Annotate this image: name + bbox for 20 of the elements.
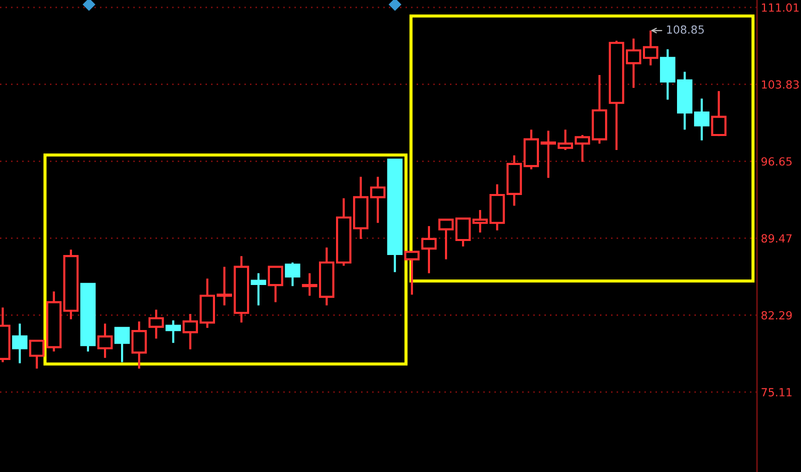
candlestick [284,261,300,288]
y-tick-label: 103.83 [762,80,799,89]
candlestick [12,322,28,364]
candlestick [131,320,147,370]
y-tick-label: 96.65 [761,157,792,166]
candlestick [438,218,454,260]
candlestick [268,266,284,304]
candlestick [404,250,420,296]
candlestick [114,326,130,364]
annotation: 108.85 [667,25,704,34]
y-tick-label: 111.01 [762,3,799,12]
candlestick [97,322,113,359]
y-tick-label: 82.29 [762,311,792,320]
y-tick-label: 75.11 [762,388,792,396]
y-tick-label: 89.47 [762,234,792,243]
candlestick [250,272,266,306]
candlestick [421,225,437,274]
candlestick [148,308,164,340]
candlestick [711,90,727,138]
candlestick [166,319,181,344]
